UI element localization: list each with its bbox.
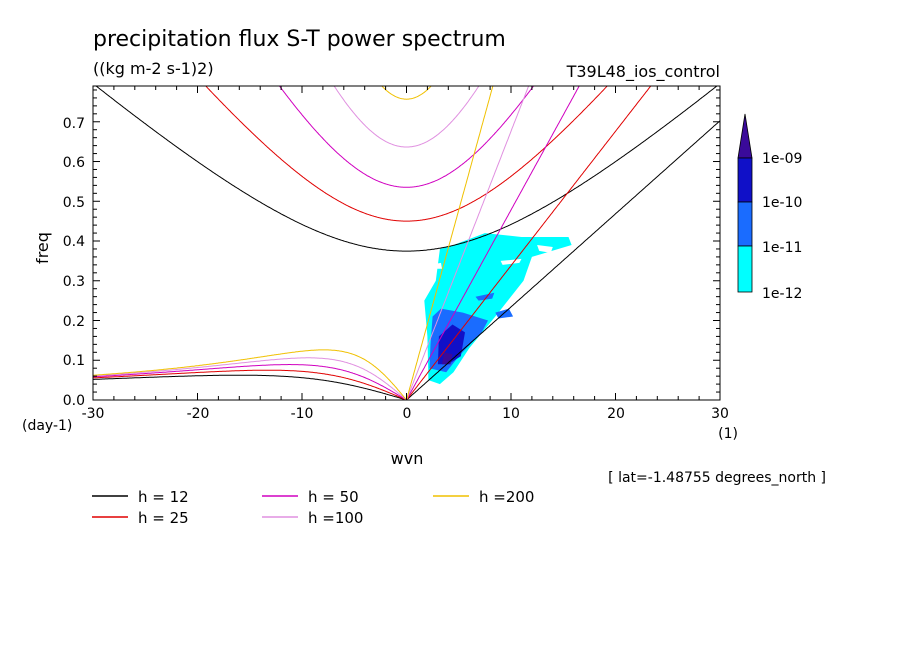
axis-ticks bbox=[92, 86, 721, 401]
colorbar: 1e-09 1e-10 1e-11 1e-12 bbox=[737, 113, 802, 302]
gravity-wave-curve bbox=[278, 86, 535, 188]
x-tick-label: -10 bbox=[291, 406, 314, 422]
experiment-label: T39L48_ios_control bbox=[566, 62, 720, 82]
power-gap bbox=[537, 245, 553, 253]
legend-label: h = 25 bbox=[138, 509, 189, 527]
y-tick-label: 0.0 bbox=[63, 393, 85, 409]
x-tick-label: 20 bbox=[607, 406, 625, 422]
colorbar-segment bbox=[737, 245, 753, 293]
y-tick-label: 0.5 bbox=[63, 195, 85, 211]
colorbar-label: 1e-09 bbox=[762, 151, 802, 167]
x-tick-label: -30 bbox=[82, 406, 105, 422]
legend-label: h = 12 bbox=[138, 488, 189, 506]
rossby-wave-curve bbox=[93, 369, 407, 400]
x-axis-label: wvn bbox=[391, 449, 424, 468]
latitude-note: [ lat=-1.48755 degrees_north ] bbox=[608, 470, 826, 486]
power-contour-1e-11 bbox=[475, 292, 495, 301]
x-unit-label: (1) bbox=[718, 426, 738, 442]
rossby-wave-curve bbox=[93, 374, 407, 400]
legend-label: h =200 bbox=[479, 488, 534, 506]
y-tick-label: 0.1 bbox=[63, 353, 85, 369]
y-tick-label: 0.2 bbox=[63, 314, 85, 330]
x-tick-label: 0 bbox=[403, 406, 412, 422]
power-gap bbox=[429, 262, 442, 269]
colorbar-segment bbox=[737, 201, 753, 247]
y-tick-label: 0.3 bbox=[63, 274, 85, 290]
y-tick-label: 0.6 bbox=[63, 155, 85, 171]
legend-label: h =100 bbox=[308, 509, 363, 527]
kelvin-wave-curve bbox=[406, 86, 494, 400]
rossby-wave-curve bbox=[93, 349, 407, 400]
gravity-wave-curve bbox=[95, 86, 718, 252]
colorbar-label: 1e-10 bbox=[762, 195, 802, 211]
legend: h = 12 h = 25 h = 50 h =100 h =200 bbox=[92, 488, 534, 527]
units-label: ((kg m-2 s-1)2) bbox=[93, 59, 214, 78]
legend-label: h = 50 bbox=[308, 488, 359, 506]
x-tick-label: -20 bbox=[187, 406, 210, 422]
rossby-wave-curve bbox=[93, 364, 407, 400]
dispersion-curves bbox=[93, 86, 720, 400]
colorbar-label: 1e-11 bbox=[762, 240, 802, 256]
kelvin-wave-curve bbox=[406, 86, 580, 400]
gravity-wave-curve bbox=[381, 86, 432, 100]
rossby-wave-curve bbox=[93, 357, 407, 400]
kelvin-wave-curve bbox=[406, 86, 652, 400]
colorbar-label: 1e-12 bbox=[762, 286, 802, 302]
power-gap bbox=[500, 258, 522, 265]
kelvin-wave-curve bbox=[406, 120, 720, 400]
x-tick-label: 30 bbox=[711, 406, 729, 422]
y-axis-label: freq bbox=[33, 232, 52, 264]
plot-frame bbox=[92, 85, 721, 401]
y-tick-label: 0.4 bbox=[63, 234, 85, 250]
colorbar-triangle bbox=[737, 113, 753, 159]
chart-title: precipitation flux S-T power spectrum bbox=[93, 27, 506, 52]
kelvin-wave-curve bbox=[406, 86, 530, 400]
y-unit-label: (day-1) bbox=[22, 418, 72, 434]
gravity-wave-curve bbox=[205, 86, 608, 222]
colorbar-segment bbox=[737, 157, 753, 203]
y-tick-label: 0.7 bbox=[63, 116, 85, 132]
x-tick-label: 10 bbox=[502, 406, 520, 422]
gravity-wave-curve bbox=[333, 86, 480, 148]
